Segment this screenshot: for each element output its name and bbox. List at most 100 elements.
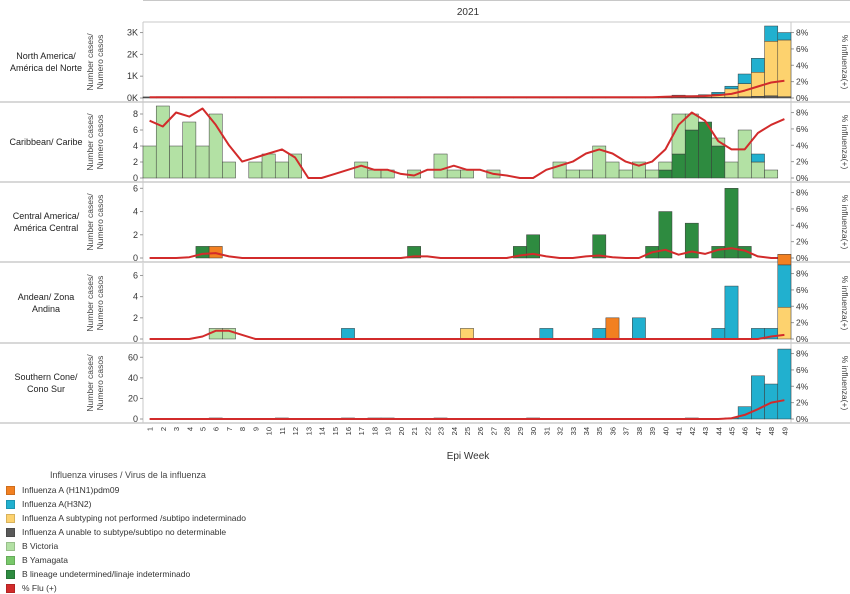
bar-b_victoria [566,170,579,178]
right-tick-label: 8% [796,28,809,38]
right-tick-label: 4% [796,381,809,391]
x-tick-label: 1 [146,427,155,431]
right-tick-label: 4% [796,60,809,70]
legend-swatch [6,570,15,579]
bar-b_victoria [434,154,447,178]
x-tick-label: 27 [489,427,498,435]
bar-b_undetermined [712,146,725,178]
bar-h3n2 [751,376,764,419]
legend-label: B Yamagata [22,555,68,565]
panel-region-name: Caribbean/ Caribe [9,137,82,147]
bar-h1n1 [606,318,619,339]
left-axis-label: Number cases/Numero casos [85,274,105,332]
legend-label: Influenza A (H1N1)pdm09 [22,485,119,495]
right-tick-label: 8% [796,269,809,279]
x-tick-label: 46 [741,427,750,435]
legend-swatch [6,500,15,509]
bar-b_victoria [183,122,196,178]
left-axis-label: Number cases/Numero casos [85,33,105,91]
bar-b_victoria [262,154,275,178]
x-tick-label: 41 [675,427,684,435]
legend-label: B Victoria [22,541,58,551]
x-tick-label: 16 [344,427,353,435]
left-tick-label: 0 [133,253,138,263]
panel-region-name: Southern Cone/Cono Sur [14,372,78,394]
x-tick-label: 5 [199,427,208,431]
x-tick-label: 15 [331,427,340,435]
legend-swatch [6,528,15,537]
bar-b_undetermined [659,170,672,178]
x-tick-label: 45 [727,427,736,435]
right-tick-label: 2% [796,398,809,408]
left-tick-label: 4 [133,292,138,302]
x-tick-label: 30 [529,427,538,435]
legend-title: Influenza viruses / Virus de la influenz… [50,470,206,480]
right-tick-label: 0% [796,253,809,263]
legend-item-b_undetermined: B lineage undetermined/linaje indetermin… [6,568,190,580]
right-tick-label: 4% [796,301,809,311]
right-tick-label: 2% [796,77,809,87]
left-tick-label: 1K [127,71,138,81]
pct-flu-line [150,400,785,419]
right-axis-label: % influenza(+) [840,356,850,411]
bar-b_victoria [659,162,672,170]
left-tick-label: 6 [133,183,138,193]
bar-b_victoria [275,162,288,178]
right-tick-label: 2% [796,318,809,328]
x-tick-label: 8 [238,427,247,431]
x-tick-label: 9 [251,427,260,431]
legend-swatch [6,556,15,565]
legend-item-h1n1: Influenza A (H1N1)pdm09 [6,484,119,496]
legend-label: B lineage undetermined/linaje indetermin… [22,569,190,579]
bar-b_victoria [725,162,738,178]
left-tick-label: 4 [133,207,138,217]
right-tick-label: 4% [796,220,809,230]
left-tick-label: 0K [127,93,138,103]
right-axis-label: % influenza(+) [840,195,850,250]
legend-item-pct_flu: % Flu (+) [6,582,57,594]
bar-h3n2 [725,86,738,89]
x-tick-label: 12 [291,427,300,435]
bar-h3n2 [751,58,764,72]
x-tick-label: 49 [780,427,789,435]
x-tick-label: 7 [225,427,234,431]
x-tick-label: 38 [635,427,644,435]
legend-item-h3n2: Influenza A(H3N2) [6,498,91,510]
bar-b_victoria [738,130,751,178]
bar-h3n2 [778,265,791,307]
bar-h3n2 [765,26,778,41]
x-tick-label: 19 [384,427,393,435]
bar-b_victoria [447,170,460,178]
right-tick-label: 2% [796,237,809,247]
x-tick-label: 20 [397,427,406,435]
bar-a_not_performed [778,40,791,97]
right-tick-label: 4% [796,140,809,150]
left-tick-label: 2 [133,157,138,167]
right-tick-label: 8% [796,349,809,359]
legend-label: Influenza A unable to subtype/subtipo no… [22,527,226,537]
bar-h3n2 [725,286,738,339]
panel-region-name: North America/América del Norte [10,51,82,73]
right-tick-label: 0% [796,173,809,183]
bar-h3n2 [540,328,553,339]
left-tick-label: 2K [127,49,138,59]
bar-b_victoria [765,170,778,178]
bar-a_unable [765,96,778,98]
legend-swatch [6,514,15,523]
right-tick-label: 6% [796,204,809,214]
right-tick-label: 6% [796,44,809,54]
left-tick-label: 4 [133,141,138,151]
bar-h3n2 [738,74,751,84]
right-tick-label: 6% [796,285,809,295]
bar-h3n2 [632,318,645,339]
left-tick-label: 40 [128,373,138,383]
x-tick-label: 4 [185,427,194,431]
legend-item-a_not_performed: Influenza A subtyping not performed /sub… [6,512,246,524]
